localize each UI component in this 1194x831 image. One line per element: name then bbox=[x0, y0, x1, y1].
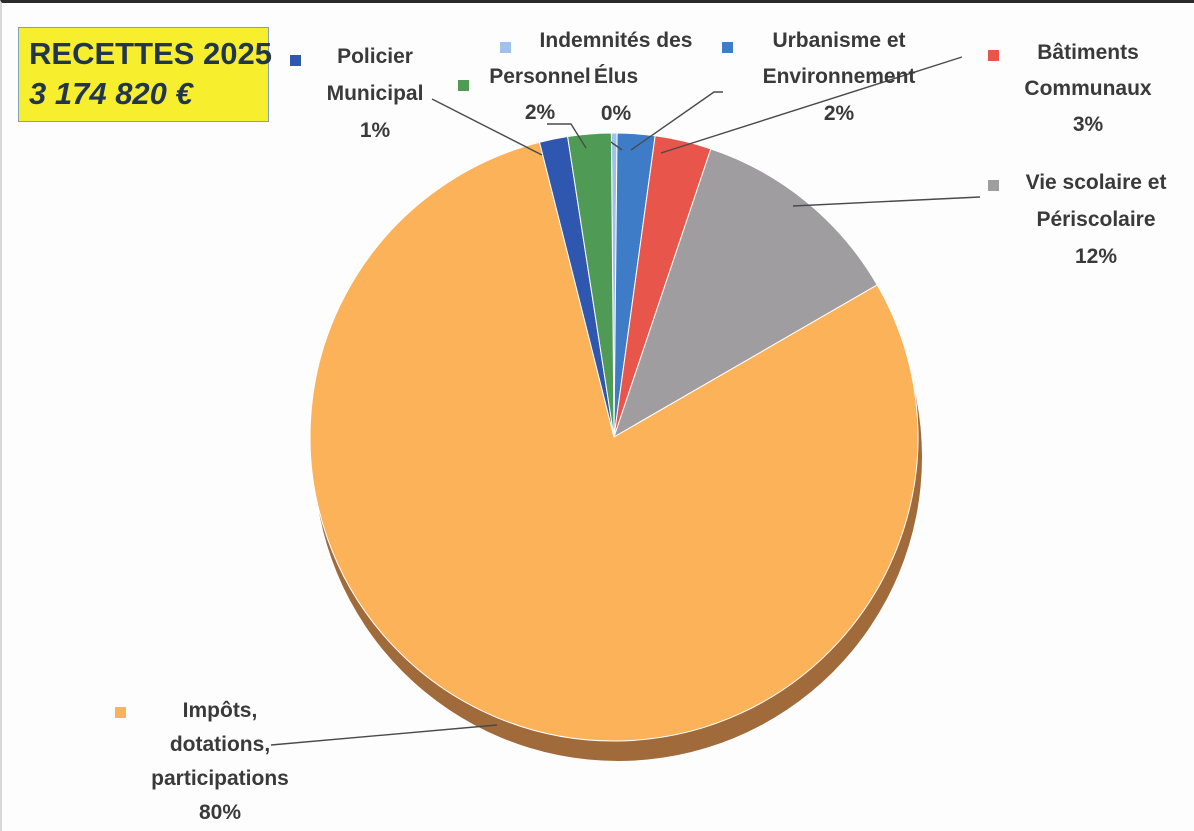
slice-labels: Policier Municipal 1% Personnel 2% Indemnités… bbox=[115, 29, 1166, 824]
slice-label: Bâtiments bbox=[1037, 41, 1139, 64]
slice-label: Urbanisme et bbox=[772, 29, 905, 52]
leader-line bbox=[630, 91, 723, 151]
slice-label: Indemnités des bbox=[540, 29, 693, 52]
pie-slice bbox=[309, 141, 919, 742]
slice-percent-label: 80% bbox=[199, 801, 241, 824]
slice-label: Périscolaire bbox=[1036, 208, 1155, 231]
slice-percent-label: 2% bbox=[824, 102, 855, 125]
slice-label: Environnement bbox=[763, 65, 916, 88]
slice-percent-label: 12% bbox=[1075, 245, 1117, 268]
leader-line bbox=[660, 56, 963, 154]
leader-lines bbox=[270, 56, 981, 746]
slice-label: Municipal bbox=[327, 82, 424, 105]
slice-percent-label: 3% bbox=[1073, 113, 1104, 136]
pie-slices bbox=[309, 132, 919, 742]
legend-swatch bbox=[115, 707, 126, 718]
chart-title-box: RECETTES 2025 3 174 820 € bbox=[18, 27, 272, 122]
leader-line bbox=[547, 123, 587, 149]
slice-label: participations bbox=[151, 767, 289, 790]
slice-label: Impôts, bbox=[183, 699, 258, 722]
legend-swatch bbox=[290, 55, 301, 66]
leader-line bbox=[792, 196, 981, 207]
chart-total: 3 174 820 € bbox=[29, 76, 193, 111]
leader-line bbox=[431, 98, 543, 156]
slice-percent-label: 2% bbox=[525, 101, 556, 124]
slice-percent-label: 0% bbox=[601, 102, 632, 125]
slice-label: Communaux bbox=[1024, 77, 1152, 100]
pie-slice bbox=[613, 148, 878, 439]
legend-swatch bbox=[722, 42, 733, 53]
slice-label: Personnel bbox=[489, 65, 591, 88]
legend-swatch bbox=[458, 80, 469, 91]
pie-slice bbox=[567, 132, 615, 438]
slice-label: dotations, bbox=[170, 733, 270, 756]
leader-line bbox=[610, 141, 623, 151]
chart-title: RECETTES 2025 bbox=[29, 36, 272, 71]
slice-percent-label: 1% bbox=[360, 119, 391, 142]
slice-label: Policier bbox=[337, 45, 413, 68]
slice-label: Vie scolaire et bbox=[1026, 171, 1167, 194]
legend-swatch bbox=[988, 50, 999, 61]
legend-swatch bbox=[500, 42, 511, 53]
legend-swatch bbox=[988, 180, 999, 191]
leader-line bbox=[270, 724, 498, 746]
slice-label: Élus bbox=[594, 65, 638, 88]
